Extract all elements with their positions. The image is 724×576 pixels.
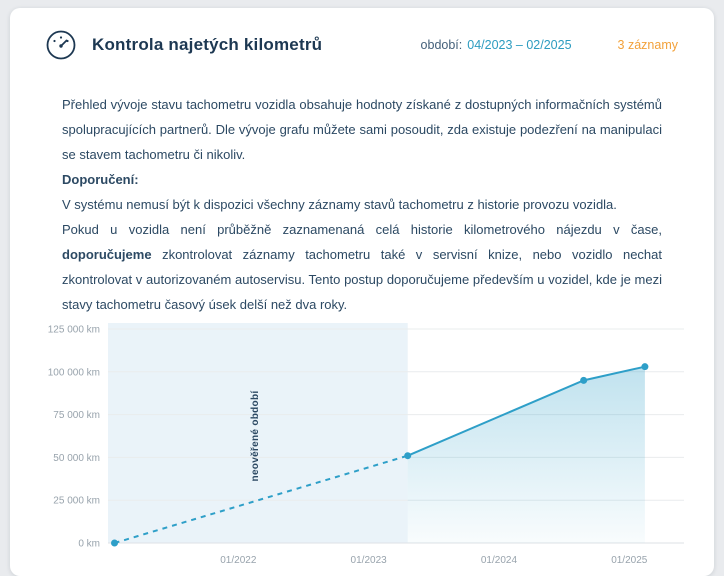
advice-bold-word: doporučujeme (62, 247, 152, 262)
report-header: Kontrola najetých kilometrů období: 04/20… (10, 8, 714, 62)
y-tick-label: 50 000 km (53, 453, 100, 464)
note-paragraph: V systému nemusí být k dispozici všechny… (62, 197, 617, 212)
unverified-line (114, 454, 409, 544)
period: období: 04/2023 – 02/2025 (421, 38, 572, 52)
x-tick-label: 01/2024 (481, 555, 518, 566)
header-meta: období: 04/2023 – 02/2025 3 záznamy (421, 38, 678, 52)
unverified-period-label: neověřené období (250, 390, 261, 482)
recommendation-heading: Doporučení: (62, 172, 139, 187)
mileage-chart: 125 000 km 100 000 km 75 000 km 50 000 km 25… (48, 323, 684, 566)
verified-area-fill (407, 366, 645, 543)
y-tick-label: 25 000 km (53, 496, 100, 507)
y-tick-label: 75 000 km (53, 410, 100, 421)
mileage-report-card: Kontrola najetých kilometrů období: 04/20… (10, 8, 714, 576)
unverified-region (108, 323, 408, 543)
advice-text-2: zkontrolovat záznamy tachometru také v s… (62, 247, 662, 312)
record-point (641, 363, 649, 371)
record-point (111, 539, 119, 547)
x-tick-label: 01/2025 (611, 555, 648, 566)
intro-paragraph: Přehled vývoje stavu tachometru vozidla … (62, 97, 662, 162)
x-tick-label: 01/2022 (220, 555, 257, 566)
record-point (580, 376, 588, 384)
y-tick-label: 125 000 km (48, 325, 100, 336)
x-tick-label: 01/2023 (351, 555, 388, 566)
advice-paragraph: Pokud u vozidla není průběžně zaznamenan… (62, 217, 662, 317)
mileage-chart-area: 125 000 km 100 000 km 75 000 km 50 000 km 25… (38, 317, 684, 569)
records-count-link[interactable]: 3 záznamy (617, 38, 678, 52)
y-tick-label: 0 km (78, 539, 100, 550)
record-point (404, 452, 412, 460)
period-value: 04/2023 – 02/2025 (467, 38, 572, 52)
speedometer-icon (44, 28, 78, 62)
report-body: Přehled vývoje stavu tachometru vozidla … (10, 62, 714, 569)
y-tick-label: 100 000 km (48, 367, 100, 378)
advice-text-1: Pokud u vozidla není průběžně zaznamenan… (62, 222, 662, 237)
period-label: období: (420, 38, 463, 52)
page-title: Kontrola najetých kilometrů (92, 35, 323, 54)
